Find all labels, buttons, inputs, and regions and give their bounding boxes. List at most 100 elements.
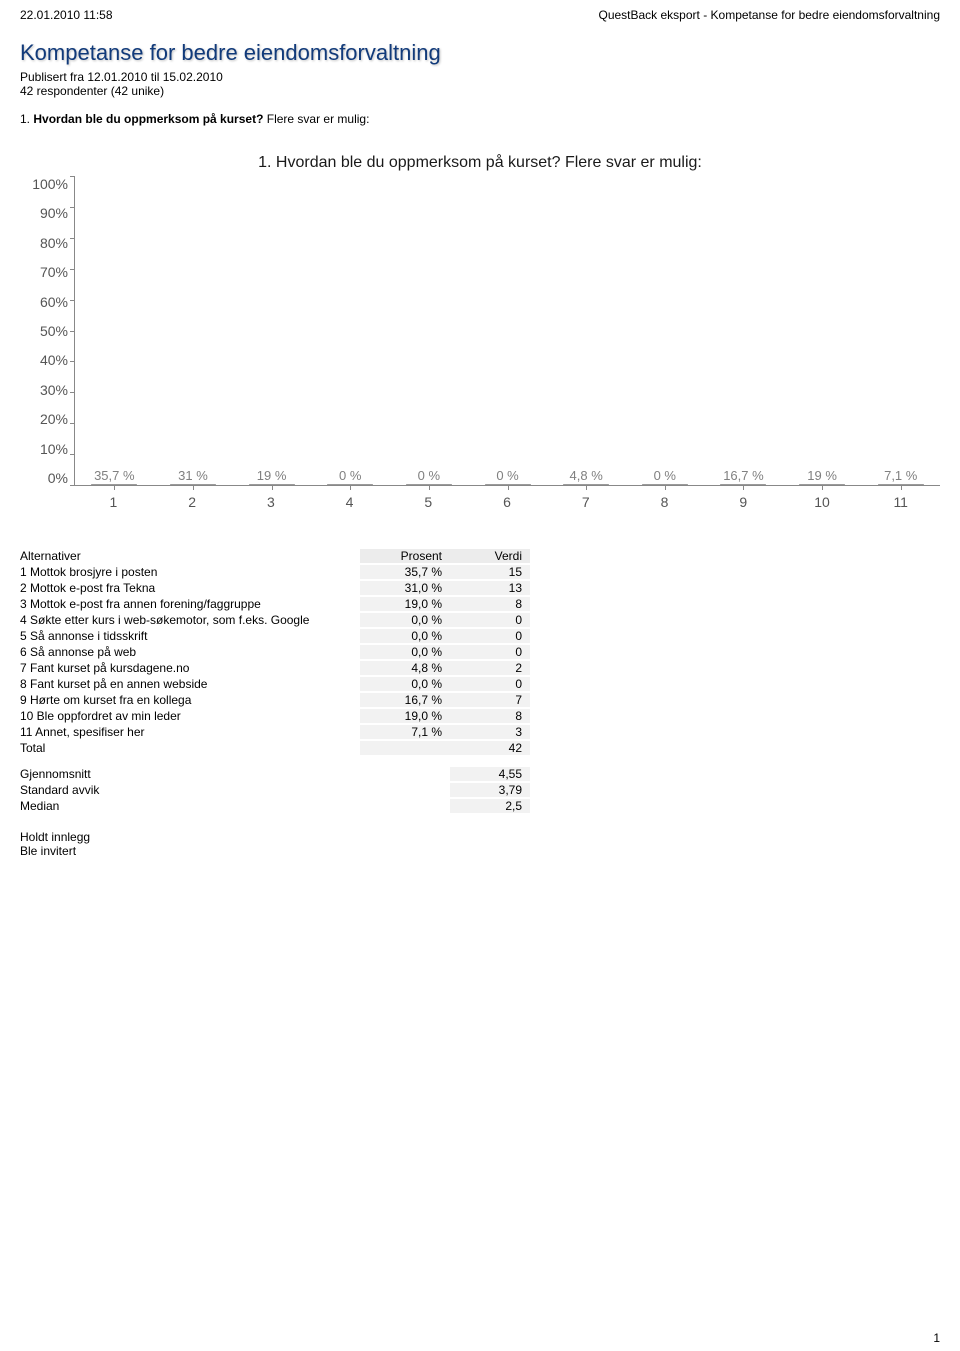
cell-prosent: 19,0 % — [360, 709, 450, 723]
cell-stat-value: 3,79 — [450, 783, 530, 797]
cell-alt: 3 Mottok e-post fra annen forening/faggr… — [20, 597, 360, 611]
cell-verdi: 7 — [450, 693, 530, 707]
freetext-line: Holdt innlegg — [20, 830, 940, 844]
y-tick-label: 0% — [48, 470, 68, 486]
meta-block: Publisert fra 12.01.2010 til 15.02.2010 … — [20, 70, 940, 98]
x-axis: 1234567891011 — [74, 494, 940, 510]
cell-verdi: 0 — [450, 677, 530, 691]
x-tick-label: 7 — [546, 494, 625, 510]
table-row: 9 Hørte om kurset fra en kollega16,7 %7 — [20, 692, 660, 708]
x-tick-label: 6 — [468, 494, 547, 510]
cell-verdi: 2 — [450, 661, 530, 675]
cell-prosent: 0,0 % — [360, 613, 450, 627]
table-row: 8 Fant kurset på en annen webside0,0 %0 — [20, 676, 660, 692]
stats-row: Gjennomsnitt4,55 — [20, 766, 660, 782]
cell-verdi: 0 — [450, 613, 530, 627]
cell-verdi: 15 — [450, 565, 530, 579]
question-text-rest: Flere svar er mulig: — [263, 112, 369, 126]
question-heading: 1. Hvordan ble du oppmerksom på kurset? … — [20, 112, 940, 126]
cell-prosent: 19,0 % — [360, 597, 450, 611]
results-table: Alternativer Prosent Verdi 1 Mottok bros… — [20, 548, 660, 814]
cell-verdi: 0 — [450, 629, 530, 643]
y-tick-label: 40% — [40, 352, 68, 368]
table-header-row: Alternativer Prosent Verdi — [20, 548, 660, 564]
cell-stat-label: Standard avvik — [20, 783, 360, 797]
page-header: 22.01.2010 11:58 QuestBack eksport - Kom… — [20, 0, 940, 22]
cell-prosent: 0,0 % — [360, 629, 450, 643]
cell-alt: 5 Så annonse i tidsskrift — [20, 629, 360, 643]
y-tick-label: 20% — [40, 411, 68, 427]
y-tick-label: 80% — [40, 235, 68, 251]
bars-group: 35,7 %31 %19 %0 %0 %0 %4,8 %0 %16,7 %19 … — [75, 176, 940, 485]
freetext-line: Ble invitert — [20, 844, 940, 858]
page-number: 1 — [933, 1331, 940, 1345]
y-tick-label: 50% — [40, 323, 68, 339]
bar-value-label: 0 % — [339, 468, 361, 483]
x-tick-label: 9 — [704, 494, 783, 510]
x-tick-label: 3 — [231, 494, 310, 510]
cell-alt: 9 Hørte om kurset fra en kollega — [20, 693, 360, 707]
cell-prosent — [360, 741, 450, 755]
export-line: QuestBack eksport - Kompetanse for bedre… — [598, 8, 940, 22]
table-row: 2 Mottok e-post fra Tekna31,0 %13 — [20, 580, 660, 596]
table-row: 5 Så annonse i tidsskrift0,0 %0 — [20, 628, 660, 644]
plot-area: 35,7 %31 %19 %0 %0 %0 %4,8 %0 %16,7 %19 … — [74, 176, 940, 486]
x-tick-label: 2 — [153, 494, 232, 510]
table-row: 3 Mottok e-post fra annen forening/faggr… — [20, 596, 660, 612]
x-tick-label: 8 — [625, 494, 704, 510]
x-tick-label: 10 — [783, 494, 862, 510]
cell-alt: 4 Søkte etter kurs i web-søkemotor, som … — [20, 613, 360, 627]
cell-verdi: 13 — [450, 581, 530, 595]
bar-value-label: 19 % — [807, 468, 837, 483]
published-range: Publisert fra 12.01.2010 til 15.02.2010 — [20, 70, 940, 84]
bar-value-label: 0 % — [418, 468, 440, 483]
cell-alt: 2 Mottok e-post fra Tekna — [20, 581, 360, 595]
y-tick-label: 100% — [32, 176, 68, 192]
chart-container: 1. Hvordan ble du oppmerksom på kurset? … — [20, 154, 940, 510]
cell-stat-value: 4,55 — [450, 767, 530, 781]
col-header-alt: Alternativer — [20, 549, 360, 563]
bar-value-label: 0 % — [496, 468, 518, 483]
cell-verdi: 42 — [450, 741, 530, 755]
cell-alt: 7 Fant kurset på kursdagene.no — [20, 661, 360, 675]
table-row: Total 42 — [20, 740, 660, 756]
page-title: Kompetanse for bedre eiendomsforvaltning — [20, 40, 940, 66]
cell-alt: Total — [20, 741, 360, 755]
cell-alt: 1 Mottok brosjyre i posten — [20, 565, 360, 579]
bar-chart: 100%90%80%70%60%50%40%30%20%10%0% 35,7 %… — [20, 176, 940, 486]
bar-value-label: 19 % — [257, 468, 287, 483]
respondent-count: 42 respondenter (42 unike) — [20, 84, 940, 98]
table-row: 7 Fant kurset på kursdagene.no4,8 %2 — [20, 660, 660, 676]
cell-stat-value: 2,5 — [450, 799, 530, 813]
question-number: 1. — [20, 112, 30, 126]
table-row: 6 Så annonse på web0,0 %0 — [20, 644, 660, 660]
cell-verdi: 0 — [450, 645, 530, 659]
x-tick-label: 1 — [74, 494, 153, 510]
bar-value-label: 7,1 % — [884, 468, 917, 483]
cell-stat-label: Median — [20, 799, 360, 813]
timestamp: 22.01.2010 11:58 — [20, 8, 113, 22]
freetext-answers: Holdt innleggBle invitert — [20, 830, 940, 858]
bar-value-label: 0 % — [654, 468, 676, 483]
col-header-verdi: Verdi — [450, 549, 530, 563]
y-tick-label: 60% — [40, 294, 68, 310]
cell-prosent: 16,7 % — [360, 693, 450, 707]
cell-alt: 6 Så annonse på web — [20, 645, 360, 659]
y-tick-label: 90% — [40, 205, 68, 221]
x-tick-label: 11 — [861, 494, 940, 510]
bar-value-label: 16,7 % — [723, 468, 763, 483]
cell-prosent: 35,7 % — [360, 565, 450, 579]
bar-value-label: 35,7 % — [94, 468, 134, 483]
cell-prosent: 7,1 % — [360, 725, 450, 739]
cell-alt: 8 Fant kurset på en annen webside — [20, 677, 360, 691]
y-tick-label: 70% — [40, 264, 68, 280]
cell-prosent: 0,0 % — [360, 677, 450, 691]
bar-value-label: 31 % — [178, 468, 208, 483]
cell-prosent: 4,8 % — [360, 661, 450, 675]
cell-verdi: 8 — [450, 597, 530, 611]
col-header-prosent: Prosent — [360, 549, 450, 563]
y-axis: 100%90%80%70%60%50%40%30%20%10%0% — [20, 176, 74, 486]
cell-prosent: 0,0 % — [360, 645, 450, 659]
x-tick-label: 5 — [389, 494, 468, 510]
table-row: 4 Søkte etter kurs i web-søkemotor, som … — [20, 612, 660, 628]
